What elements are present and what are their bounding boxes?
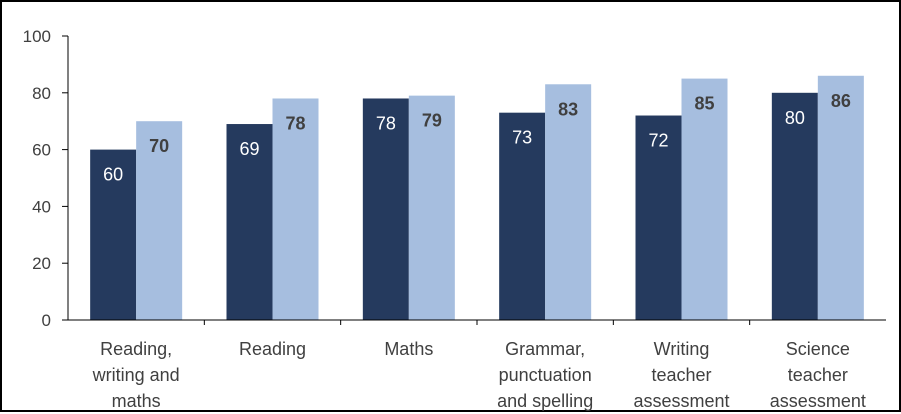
y-tick-label: 100 <box>23 27 51 46</box>
data-label-series-1: 60 <box>103 165 123 185</box>
data-label-series-2: 86 <box>831 91 851 111</box>
x-category-label: Reading, <box>100 339 172 359</box>
x-category-label: Maths <box>384 339 433 359</box>
data-label-series-2: 70 <box>149 136 169 156</box>
y-tick-label: 0 <box>42 311 51 330</box>
data-label-series-2: 78 <box>285 113 305 133</box>
y-tick-label: 20 <box>32 254 51 273</box>
y-tick-label: 40 <box>32 197 51 216</box>
bar-series-1 <box>90 149 137 320</box>
x-axis: Reading, writing and maths Reading Maths Gram… <box>68 319 886 411</box>
x-category-label: Science <box>786 339 850 359</box>
data-label-series-2: 83 <box>558 99 578 119</box>
x-category-label: assessment <box>633 391 729 411</box>
bar-series-2 <box>681 78 728 320</box>
x-category-label: assessment <box>770 391 866 411</box>
bar-series-1 <box>635 115 682 321</box>
data-label-series-2: 85 <box>694 94 714 114</box>
y-tick-label: 60 <box>32 141 51 160</box>
bar-series-2 <box>272 98 319 320</box>
x-category-label: teacher <box>788 365 848 385</box>
y-tick-label: 80 <box>32 84 51 103</box>
data-label-series-2: 79 <box>422 111 442 131</box>
bar-series-2 <box>408 95 455 320</box>
data-label-series-1: 78 <box>376 113 396 133</box>
data-label-series-1: 69 <box>239 139 259 159</box>
bars <box>90 75 864 321</box>
bar-series-1 <box>362 98 409 320</box>
bar-series-2 <box>817 75 864 320</box>
x-category-label: writing and <box>92 365 180 385</box>
data-label-series-1: 72 <box>648 131 668 151</box>
y-axis: 0 20 40 60 80 100 <box>23 27 69 330</box>
x-category-label: and spelling <box>497 391 593 411</box>
bar-series-1 <box>771 92 818 320</box>
data-labels: 60 70 69 78 78 79 73 83 72 85 80 86 <box>103 91 851 185</box>
data-label-series-1: 73 <box>512 128 532 148</box>
x-category-label: teacher <box>651 365 711 385</box>
x-category-label: Writing <box>654 339 710 359</box>
x-category-label: Reading <box>239 339 306 359</box>
x-category-label: punctuation <box>499 365 592 385</box>
bar-series-2 <box>545 84 592 320</box>
bar-series-1 <box>499 112 546 321</box>
x-category-label: Grammar, <box>505 339 585 359</box>
data-label-series-1: 80 <box>785 108 805 128</box>
x-category-label: maths <box>112 391 161 411</box>
bar-series-1 <box>226 124 273 320</box>
bar-series-2 <box>136 121 183 320</box>
